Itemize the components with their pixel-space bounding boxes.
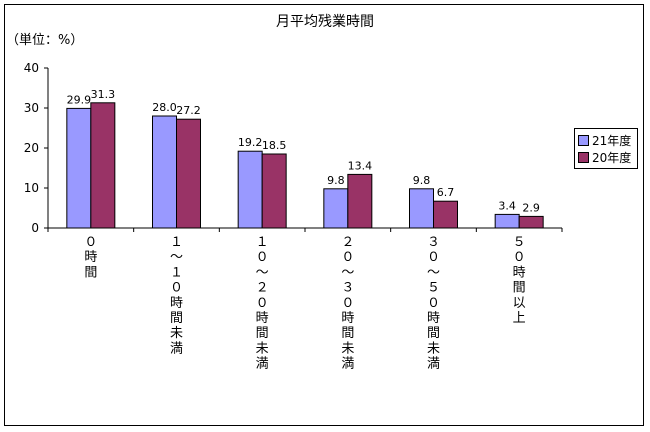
bar-1-5 <box>409 188 434 229</box>
bar-2-1 <box>90 102 116 229</box>
bar-2-4 <box>347 173 373 229</box>
chart-title: 月平均残業時間 <box>276 14 374 30</box>
bar-1-3 <box>237 150 263 229</box>
x-tick-label: １０～２０時間未満 <box>256 235 269 372</box>
bar-1-2 <box>152 115 177 229</box>
data-label: 27.2 <box>176 104 201 117</box>
bar-1-1 <box>66 107 92 229</box>
legend-label: 20年度 <box>592 151 632 165</box>
y-tick-label: 10 <box>24 181 39 195</box>
legend: 21年度 20年度 <box>574 128 638 169</box>
y-tick-label: 20 <box>24 141 39 155</box>
legend-label: 21年度 <box>592 134 632 148</box>
legend-swatch <box>578 152 589 163</box>
data-label: 9.8 <box>413 174 431 187</box>
axes: 0 10 20 30 40 <box>24 61 563 235</box>
bar-2-5 <box>433 200 458 229</box>
bar-2-2 <box>176 118 201 229</box>
x-tick-label: ２０～３０時間未満 <box>341 235 354 372</box>
y-tick-label: 0 <box>31 221 39 235</box>
data-label: 19.2 <box>238 136 263 149</box>
legend-swatch <box>578 135 589 146</box>
data-label: 13.4 <box>348 159 373 172</box>
data-label: 31.3 <box>91 88 116 101</box>
y-tick-label: 30 <box>24 101 39 115</box>
data-label: 18.5 <box>262 139 287 152</box>
bar-2-3 <box>261 153 287 229</box>
y-tick-label: 40 <box>24 61 39 75</box>
data-label: 29.9 <box>67 93 92 106</box>
x-tick-labels: ０時間 １～１０時間未満 １０～２０時間未満 ２０～３０時間未満 ３０～５０時間未満 ５０… <box>84 235 525 372</box>
data-label: 28.0 <box>152 101 177 114</box>
bar-1-6 <box>494 213 520 229</box>
data-labels: 29.9 28.0 19.2 9.8 9.8 3.4 31.3 27.2 18.5 13.4 6.7… <box>67 88 540 215</box>
bars <box>66 102 544 229</box>
data-label: 2.9 <box>522 201 540 214</box>
x-tick-label: １～１０時間未満 <box>170 235 183 356</box>
x-tick-label: ５０時間以上 <box>513 235 526 326</box>
bar-2-6 <box>518 215 544 229</box>
bar-1-4 <box>323 188 349 229</box>
x-tick-label: ０時間 <box>84 235 97 280</box>
y-axis-unit-label: （単位：%） <box>6 32 83 48</box>
data-label: 3.4 <box>498 199 516 212</box>
legend-item-series-2: 20年度 <box>578 149 635 166</box>
data-label: 9.8 <box>327 174 345 187</box>
x-tick-label: ３０～５０時間未満 <box>427 235 440 372</box>
legend-item-series-1: 21年度 <box>578 132 635 149</box>
data-label: 6.7 <box>437 186 455 199</box>
